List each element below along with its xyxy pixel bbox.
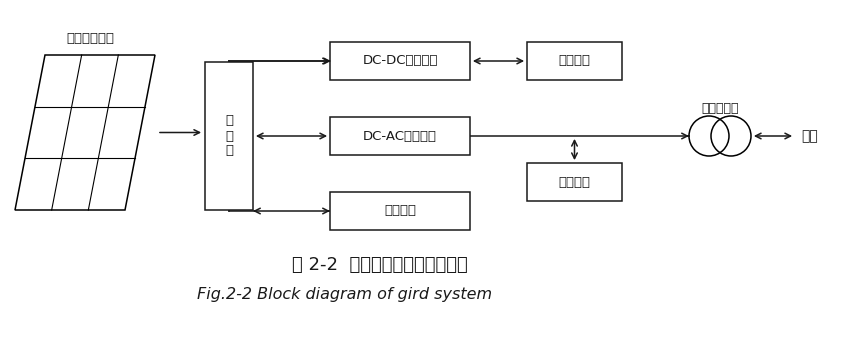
Text: Fig.2-2 Block diagram of gird system: Fig.2-2 Block diagram of gird system bbox=[197, 287, 493, 302]
Text: 工频变压器: 工频变压器 bbox=[701, 102, 739, 115]
Bar bbox=[527, 42, 622, 80]
Text: 电网: 电网 bbox=[802, 129, 818, 143]
Text: DC-AC逆变电路: DC-AC逆变电路 bbox=[363, 130, 437, 143]
Text: DC-DC转换电路: DC-DC转换电路 bbox=[362, 55, 437, 68]
Bar bbox=[330, 192, 470, 230]
Text: 蓄电池组: 蓄电池组 bbox=[384, 205, 416, 218]
Text: 光伏电池阵列: 光伏电池阵列 bbox=[66, 31, 114, 44]
Polygon shape bbox=[15, 55, 155, 210]
Bar bbox=[330, 117, 470, 155]
Text: 图 2-2  并网发电系统的结构框图: 图 2-2 并网发电系统的结构框图 bbox=[292, 256, 468, 274]
Text: 控
制
器: 控 制 器 bbox=[225, 115, 233, 158]
Text: 直流负载: 直流负载 bbox=[559, 55, 591, 68]
Bar bbox=[527, 163, 622, 201]
Bar bbox=[330, 42, 470, 80]
Bar bbox=[205, 62, 253, 210]
Text: 交流负载: 交流负载 bbox=[559, 176, 591, 189]
